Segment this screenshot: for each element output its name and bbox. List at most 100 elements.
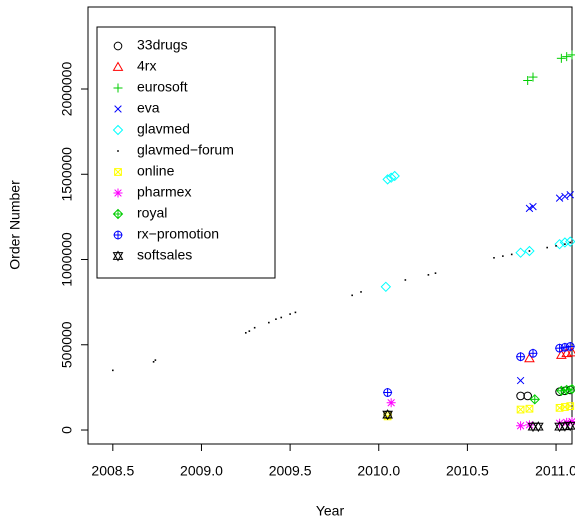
marker-part	[289, 313, 291, 315]
point	[565, 341, 575, 351]
legend-marker	[114, 105, 122, 113]
x-tick-label: 2011.0	[535, 463, 575, 479]
point	[523, 75, 533, 85]
x-tick-label: 2009.5	[269, 463, 312, 479]
marker-part	[112, 369, 114, 372]
point	[386, 398, 396, 408]
marker-part	[564, 421, 575, 432]
marker-part	[528, 250, 531, 252]
y-tick-label: 0	[59, 426, 75, 434]
marker-part	[294, 311, 297, 314]
legend-marker	[113, 188, 123, 198]
marker-part	[559, 237, 571, 248]
y-tick-label: 500000	[59, 321, 75, 368]
point	[555, 343, 565, 353]
point	[154, 359, 157, 361]
marker-part	[112, 124, 124, 136]
marker-part	[248, 330, 251, 332]
point	[566, 402, 575, 411]
point	[561, 192, 569, 201]
marker-part	[154, 359, 157, 361]
marker-part	[112, 61, 124, 71]
point	[524, 245, 535, 257]
legend-label: 33drugs	[137, 37, 188, 53]
marker-part	[493, 257, 495, 259]
marker-part	[523, 391, 533, 401]
point	[528, 250, 531, 252]
point	[525, 204, 534, 213]
marker-part	[114, 168, 122, 176]
legend-label: rx−promotion	[137, 226, 219, 242]
point	[515, 247, 526, 258]
marker-part	[565, 236, 575, 247]
point	[351, 294, 353, 297]
point	[524, 352, 535, 363]
marker-part	[568, 417, 575, 426]
point	[389, 170, 400, 182]
legend-label: eurosoft	[137, 79, 188, 95]
marker-part	[389, 170, 400, 182]
marker-part	[404, 279, 407, 281]
marker-part	[564, 243, 566, 245]
marker-part	[561, 403, 569, 411]
point	[556, 385, 567, 397]
legend-label: royal	[137, 205, 167, 221]
marker-part	[532, 422, 544, 433]
marker-part	[555, 403, 564, 412]
x-tick-label: 2010.5	[446, 463, 489, 479]
legend-marker	[113, 83, 123, 93]
marker-part	[515, 247, 526, 258]
marker-part	[152, 361, 155, 363]
point	[528, 348, 538, 358]
marker-part	[382, 410, 393, 421]
marker-part	[516, 422, 525, 430]
point	[516, 421, 526, 431]
point	[382, 174, 393, 185]
point	[525, 404, 534, 413]
y-tick-label: 2000000	[59, 62, 75, 117]
marker-part	[275, 318, 277, 320]
marker-part	[566, 402, 574, 410]
point	[516, 352, 526, 362]
point	[248, 330, 251, 332]
marker-part	[380, 281, 392, 293]
legend-label: glavmed	[137, 121, 190, 137]
point	[382, 409, 393, 421]
marker-part	[112, 252, 124, 262]
legend-label: pharmex	[137, 184, 191, 200]
point	[152, 361, 155, 363]
marker-part	[502, 255, 504, 257]
marker-part	[555, 194, 564, 202]
x-tick-label: 2009.0	[180, 463, 223, 479]
marker-part	[113, 41, 123, 51]
point	[385, 172, 397, 183]
marker-part	[382, 174, 393, 185]
point	[559, 237, 571, 248]
marker-part	[114, 105, 122, 113]
point	[268, 321, 270, 324]
legend-label: online	[137, 163, 175, 179]
point	[404, 279, 407, 281]
marker-part	[244, 332, 247, 334]
y-tick-label: 1000000	[59, 232, 75, 287]
point	[566, 190, 574, 199]
point	[546, 246, 548, 249]
point	[434, 272, 437, 274]
marker-part	[525, 204, 534, 213]
point	[112, 369, 114, 372]
marker-part	[561, 192, 569, 201]
legend-marker	[114, 168, 122, 176]
legend-marker	[112, 208, 124, 220]
legend-label: softsales	[137, 247, 192, 263]
point	[532, 421, 544, 433]
marker-part	[382, 409, 393, 419]
point	[556, 53, 566, 63]
point	[244, 332, 247, 334]
marker-part	[569, 241, 572, 244]
marker-part	[280, 316, 283, 319]
legend-label: eva	[137, 100, 160, 116]
point	[493, 257, 495, 259]
point	[555, 194, 564, 202]
marker-part	[351, 294, 353, 297]
point	[516, 405, 525, 414]
